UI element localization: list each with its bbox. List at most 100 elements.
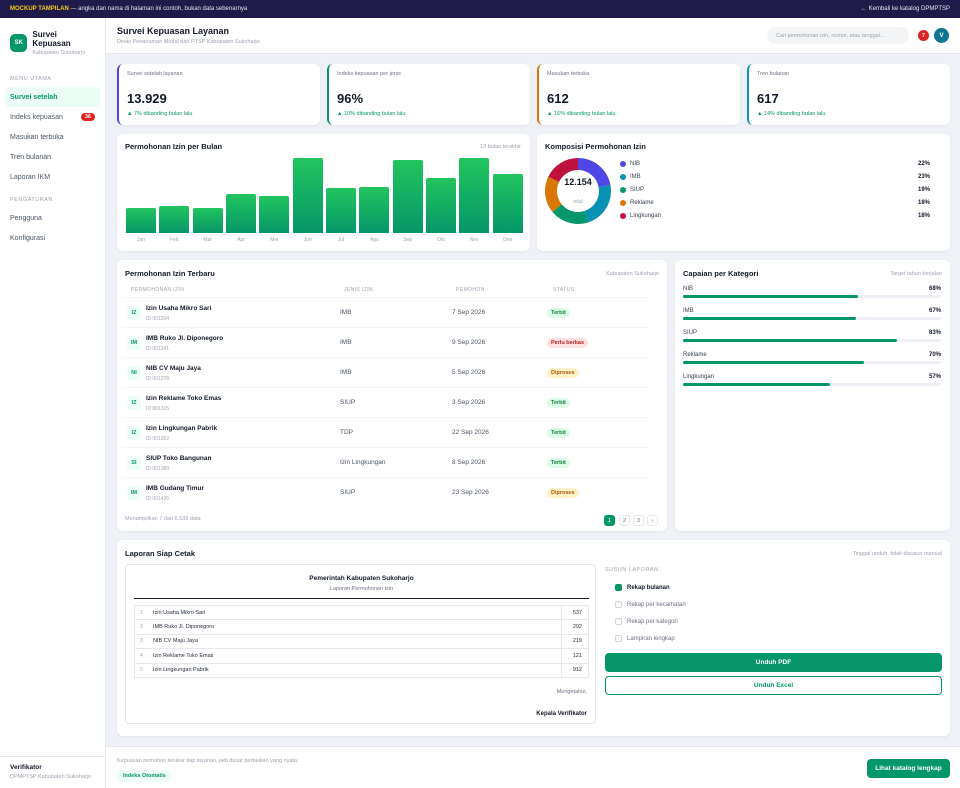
table-row[interactable]: IZ Izin Reklame Toko Emas ID 001315 SIUP 3 S…	[122, 387, 650, 417]
sidebar-item-label: Konfigurasi	[10, 234, 46, 242]
permit-type: IMB	[340, 369, 352, 376]
avatar[interactable]: V	[934, 28, 949, 43]
applicant-date: 5 Sep 2026	[452, 369, 486, 376]
progress-fill	[683, 339, 898, 342]
application-name: IMB Ruko Jl. Diponegoro	[146, 335, 224, 342]
bar-jun	[292, 158, 323, 233]
checkbox-icon	[615, 584, 622, 591]
kpi-label: Masukan terbuka	[547, 71, 590, 77]
doc-row-value: 912	[572, 667, 582, 673]
category-percent: 83%	[928, 330, 941, 336]
status-badge: Terbit	[547, 458, 570, 468]
application-name: IMB Gudang Timur	[146, 485, 205, 492]
table-row[interactable]: IZ Izin Lingkungan Pabrik ID 001352 TDP 22 S…	[122, 417, 650, 447]
checkbox-icon	[615, 635, 622, 642]
application-name: SIUP Toko Bangunan	[146, 455, 212, 462]
sidebar-item-laporan-ikm[interactable]: Laporan IKM	[5, 167, 100, 187]
application-avatar: IZ	[127, 426, 141, 440]
download-excel-button[interactable]: Unduh Excel	[605, 676, 942, 695]
search-input[interactable]: Cari permohonan izin, nomor, atau tangga…	[767, 27, 909, 44]
nav-section-settings: PENGATURAN	[10, 197, 53, 203]
sidebar-item-pengguna[interactable]: Pengguna	[5, 208, 100, 228]
bar-apr	[226, 194, 256, 233]
table-title: Permohonan Izin Terbaru	[125, 269, 215, 278]
x-tick-label: Jan	[136, 237, 146, 243]
sidebar-item-indeks-kepuasan[interactable]: Indeks kepuasan 36	[5, 107, 100, 127]
legend-label: IMB	[630, 174, 641, 180]
doc-row-index: 1	[140, 610, 143, 616]
kpi-value: 617	[757, 91, 779, 106]
doc-divider	[134, 598, 589, 599]
report-card: Laporan Siap Cetak Tinggal unduh, tidak …	[117, 540, 950, 736]
sidebar-item-survei-setelah[interactable]: Survei setelah	[5, 87, 100, 107]
page-button-1[interactable]: 1	[604, 515, 615, 526]
bar-mar	[192, 208, 223, 233]
checkbox-icon	[615, 601, 622, 608]
option-rekap-bulanan[interactable]: Rekap bulanan	[615, 584, 670, 591]
category-progress: Lingkungan 57%	[683, 374, 941, 386]
sidebar-item-konfigurasi[interactable]: Konfigurasi	[5, 228, 100, 248]
option-label: Rekap per kategori	[627, 618, 678, 625]
back-to-catalog-link[interactable]: ← Kembali ke katalog DPMPTSP	[860, 6, 950, 12]
progress-track	[683, 339, 941, 342]
option-lampiran-lengkap[interactable]: Lampiran lengkap	[615, 635, 675, 642]
table-row[interactable]: IZ Izin Usaha Mikro Sari ID 001204 IMB 7 Sep…	[122, 297, 650, 327]
view-catalog-button[interactable]: Lihat katalog lengkap	[867, 759, 950, 778]
progress-track	[683, 383, 941, 386]
table-row[interactable]: IM IMB Ruko Jl. Diponegoro ID 001241 IMB 9 S…	[122, 327, 650, 357]
kpi-card-survei: Survei setelah layanan 13.929 ▲ 7% diban…	[117, 64, 320, 125]
application-name: NIB CV Maju Jaya	[146, 365, 201, 372]
doc-row: 1 Izin Usaha Mikro Sari 537	[134, 605, 589, 620]
sidebar-item-tren-bulanan[interactable]: Tren bulanan	[5, 147, 100, 167]
doc-row-divider	[561, 663, 562, 677]
report-note: Tinggal unduh, tidak disusun manual	[852, 551, 942, 557]
legend-swatch	[620, 213, 626, 219]
option-rekap-kategori[interactable]: Rekap per kategori	[615, 618, 678, 625]
checkbox-icon	[615, 618, 622, 625]
page-subtitle: Dinas Penanaman Modal dan PTSP Kabupaten…	[117, 39, 260, 45]
kpi-label: Indeks kepuasan per jenis	[337, 71, 401, 77]
permit-type: IMB	[340, 339, 352, 346]
kpi-delta: ▲ 14% dibanding bulan lalu	[757, 111, 826, 117]
kpi-value: 612	[547, 91, 569, 106]
progress-track	[683, 317, 941, 320]
table-row[interactable]: NI NIB CV Maju Jaya ID 001278 IMB 5 Sep 2026…	[122, 357, 650, 387]
doc-row-name: IMB Ruko Jl. Diponegoro	[153, 623, 215, 630]
kpi-card-masukan: Masukan terbuka 612 ▲ 16% dibanding bula…	[537, 64, 740, 125]
donut-slice-imb	[545, 158, 611, 224]
status-badge: Diproses	[547, 488, 579, 498]
next-page-button[interactable]: ›	[647, 515, 658, 526]
kpi-delta: ▲ 16% dibanding bulan lalu	[547, 111, 616, 117]
x-tick-label: Apr	[237, 237, 245, 243]
doc-row-index: 3	[140, 638, 143, 644]
table-row[interactable]: SI SIUP Toko Bangunan ID 001389 Izin Lingku…	[122, 447, 650, 477]
category-progress: Reklame 70%	[683, 352, 941, 364]
mockup-note: — angka dan nama di halaman ini contoh, …	[68, 6, 248, 12]
footer-chip: Indeks Otomatis	[117, 770, 172, 782]
applicant-date: 23 Sep 2026	[452, 489, 489, 496]
composition-card: Komposisi Permohonan Izin 12.154 total N…	[537, 134, 950, 251]
x-axis: Jan Feb Mar Apr Mei Jun Jul Agu Sep Okt Nov Des	[125, 237, 525, 245]
notification-badge[interactable]: 7	[918, 30, 929, 41]
doc-row-name: Izin Lingkungan Pabrik	[153, 667, 209, 673]
kpi-card-tren: Tren bulanan 617 ▲ 14% dibanding bulan l…	[747, 64, 950, 125]
doc-row-value: 537	[572, 610, 582, 616]
sidebar-item-masukan-terbuka[interactable]: Masukan terbuka	[5, 127, 100, 147]
page-button-2[interactable]: 2	[619, 515, 630, 526]
status-badge: Terbit	[547, 428, 570, 438]
doc-row-divider	[561, 648, 562, 663]
download-pdf-button[interactable]: Unduh PDF	[605, 653, 942, 672]
page-button-3[interactable]: 3	[633, 515, 644, 526]
table-row[interactable]: IM IMB Gudang Timur ID 001426 SIUP 23 Sep 20…	[122, 477, 650, 507]
doc-row-index: 5	[140, 667, 143, 673]
doc-row-value: 219	[572, 638, 582, 644]
category-label: Reklame	[683, 352, 707, 358]
applicant-date: 22 Sep 2026	[452, 429, 489, 436]
progress-fill	[683, 295, 859, 298]
category-percent: 70%	[928, 352, 941, 358]
doc-subtitle: Laporan Permohonan Izin	[329, 586, 394, 592]
count-badge: 36	[80, 113, 95, 121]
option-rekap-kecamatan[interactable]: Rekap per kecamatan	[615, 601, 686, 608]
bar-okt	[426, 178, 456, 233]
x-tick-label: Nov	[469, 237, 479, 243]
